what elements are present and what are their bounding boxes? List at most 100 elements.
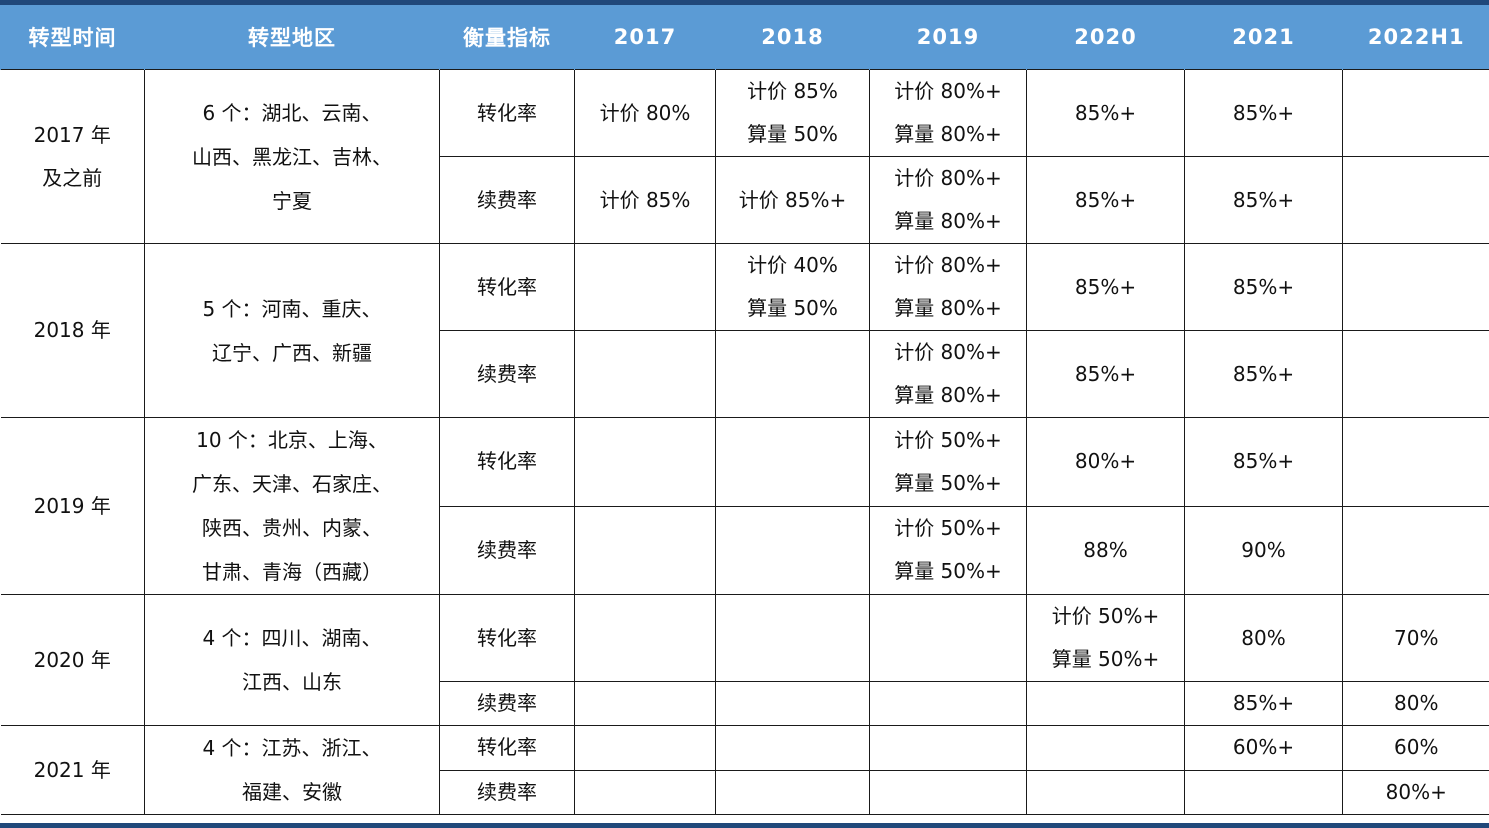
region-cell-line: 广东、天津、石家庄、 [192, 472, 392, 496]
region-cell-line: 4 个：江苏、浙江、 [202, 736, 382, 760]
transition-time-label: 2018 年 [33, 318, 111, 342]
value-cell-2020-line: 计价 50%+ [1051, 604, 1160, 628]
region-cell-line: 10 个：北京、上海、 [196, 428, 388, 452]
value-cell-2020-line: 算量 50%+ [1051, 647, 1160, 671]
value-cell-2022h1 [1342, 330, 1489, 418]
value-cell-2020-line: 85%+ [1074, 274, 1137, 299]
value-cell-2022h1-line: 80% [1394, 691, 1439, 715]
region-cell: 5 个：河南、重庆、 辽宁、广西、新疆 [144, 243, 440, 418]
metric-name-cell: 续费率 [439, 156, 575, 244]
value-cell-2021-line: 85%+ [1232, 361, 1295, 386]
value-cell-2020: 85%+ [1026, 156, 1185, 244]
bottom-border [0, 823, 1489, 828]
transition-time-cell: 2017 年及之前 [0, 69, 145, 244]
value-cell-2018 [715, 725, 870, 771]
value-cell-2019 [869, 769, 1027, 815]
transition-time-cell: 2019 年 [0, 417, 145, 595]
region-cell-line: 福建、安徽 [242, 780, 342, 804]
value-cell-2020-line: 85%+ [1074, 361, 1137, 386]
header-row: 转型时间 转型地区 衡量指标 2017 2018 2019 2020 2021 … [0, 5, 1489, 70]
metric-name-cell: 续费率 [439, 769, 575, 815]
region-cell-line: 甘肃、青海（西藏） [202, 560, 382, 584]
value-cell-2021 [1184, 769, 1343, 815]
value-cell-2019 [869, 681, 1027, 726]
value-cell-2019-line: 计价 80%+ [894, 253, 1002, 277]
value-cell-2019-line: 算量 80%+ [894, 296, 1002, 320]
metric-name-cell: 续费率 [439, 330, 575, 418]
region-cell: 4 个：四川、湖南、 江西、山东 [144, 594, 440, 726]
value-cell-2019-line: 算量 80%+ [894, 383, 1002, 407]
value-cell-2022h1: 70% [1342, 594, 1489, 682]
value-cell-2021: 85%+ [1184, 156, 1343, 244]
value-cell-2022h1 [1342, 243, 1489, 331]
value-cell-2018-line: 算量 50% [747, 122, 838, 146]
value-cell-2017 [574, 417, 716, 507]
value-cell-2021-line: 85%+ [1232, 274, 1295, 299]
value-cell-2019: 计价 80%+ 算量 80%+ [869, 156, 1027, 244]
value-cell-2021: 85%+ [1184, 681, 1343, 726]
value-cell-2020 [1026, 769, 1185, 815]
value-cell-2020: 85%+ [1026, 243, 1185, 331]
value-cell-2021: 85%+ [1184, 330, 1343, 418]
value-cell-2022h1-line: 70% [1394, 625, 1439, 650]
value-cell-2017 [574, 243, 716, 331]
value-cell-2019-line: 计价 80%+ [894, 340, 1002, 364]
transition-time-label: 2021 年 [33, 757, 111, 782]
header-2020: 2020 [1026, 5, 1185, 70]
value-cell-2017 [574, 505, 716, 595]
value-cell-2018-line: 计价 40% [747, 253, 838, 277]
value-cell-2022h1 [1342, 417, 1489, 507]
table-row: 续费率 80%+ [1, 769, 1489, 815]
value-cell-2017 [574, 769, 716, 815]
value-cell-2019-line: 计价 50%+ [894, 427, 1002, 452]
value-cell-2021: 85%+ [1184, 69, 1343, 157]
value-cell-2022h1: 80%+ [1342, 769, 1489, 815]
region-cell-line: 山西、黑龙江、吉林、 [192, 144, 392, 169]
header-2021: 2021 [1184, 5, 1343, 70]
value-cell-2021-line: 85%+ [1232, 100, 1295, 125]
value-cell-2020-line: 85%+ [1074, 100, 1137, 125]
value-cell-2020: 88% [1026, 505, 1185, 595]
table-row: 2017 年及之前 6 个：湖北、云南、 山西、黑龙江、吉林、 宁夏 转化率 计价 80%… [0, 69, 1489, 244]
metric-name-cell: 续费率 [439, 681, 575, 726]
value-cell-2022h1: 60% [1342, 725, 1489, 771]
transition-time-cell: 2021 年 [0, 725, 145, 815]
metric-name-cell: 转化率 [439, 243, 575, 331]
value-cell-2019-line: 算量 80%+ [894, 122, 1002, 146]
value-cell-2022h1 [1342, 156, 1489, 244]
value-cell-2018 [715, 594, 870, 682]
value-cell-2019: 计价 50%+ 算量 50%+ [869, 505, 1027, 595]
header-2018: 2018 [715, 5, 870, 70]
metric-name-cell: 转化率 [439, 69, 575, 157]
value-cell-2017: 计价 85% [574, 156, 716, 244]
metric-name-cell: 转化率 [439, 725, 575, 771]
metric-name-cell: 转化率 [439, 417, 575, 507]
header-2019: 2019 [869, 5, 1027, 70]
value-cell-2021: 85%+ [1184, 243, 1343, 331]
value-cell-2022h1-line: 80%+ [1385, 779, 1447, 804]
value-cell-2017 [574, 594, 716, 682]
region-cell: 6 个：湖北、云南、 山西、黑龙江、吉林、 宁夏 [144, 69, 440, 244]
value-cell-2022h1: 80% [1342, 681, 1489, 726]
value-cell-2018: 计价 40% 算量 50% [715, 243, 870, 331]
transition-time-label: 2017 年及之前 [33, 122, 111, 190]
value-cell-2017 [574, 725, 716, 771]
value-cell-2021-line: 85%+ [1232, 187, 1295, 212]
region-transition-table: 转型时间 转型地区 衡量指标 2017 2018 2019 2020 2021 … [0, 5, 1489, 815]
value-cell-2017 [574, 681, 716, 726]
value-cell-2017: 计价 80% [574, 69, 716, 157]
region-cell-line: 4 个：四川、湖南、 [202, 626, 382, 650]
value-cell-2019: 计价 80%+ 算量 80%+ [869, 69, 1027, 157]
value-cell-2019: 计价 80%+ 算量 80%+ [869, 330, 1027, 418]
region-cell-line: 陕西、贵州、内蒙、 [202, 516, 382, 540]
value-cell-2021-line: 85%+ [1232, 449, 1295, 474]
region-cell: 4 个：江苏、浙江、 福建、安徽 [144, 725, 440, 815]
region-cell-line: 江西、山东 [242, 670, 342, 694]
region-cell-line: 5 个：河南、重庆、 [202, 296, 382, 321]
metric-name-cell: 转化率 [439, 594, 575, 682]
value-cell-2020: 85%+ [1026, 330, 1185, 418]
value-cell-2018 [715, 417, 870, 507]
